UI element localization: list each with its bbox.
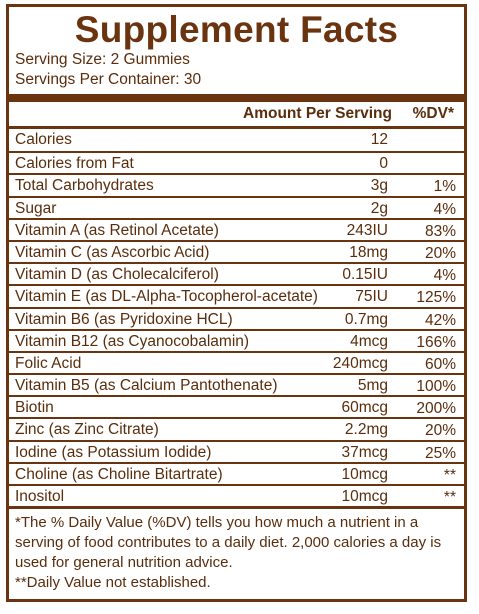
nutrient-name: Vitamin E (as DL-Alpha-Tocopherol-acetat… <box>15 288 318 306</box>
serving-size: Serving Size: 2 Gummies <box>15 51 190 68</box>
nutrient-dv: 4% <box>433 200 456 218</box>
nutrient-row: Inositol 10mcg ** <box>9 484 464 506</box>
nutrient-amount: 10mcg <box>341 465 388 483</box>
nutrient-row: Vitamin C (as Ascorbic Acid) 18mg 20% <box>9 239 464 262</box>
nutrient-row: Vitamin A (as Retinol Acetate) 243IU 83% <box>9 217 464 240</box>
nutrient-row: Iodine (as Potassium Iodide) 37mcg 25% <box>9 439 464 462</box>
nutrient-dv: 166% <box>416 333 456 351</box>
panel-title: Supplement Facts <box>74 9 399 50</box>
nutrient-dv: 4% <box>433 267 456 285</box>
nutrient-row: Vitamin E (as DL-Alpha-Tocopherol-acetat… <box>9 284 464 306</box>
nutrient-amount: 60mcg <box>341 399 388 417</box>
nutrient-row: Zinc (as Zinc Citrate) 2.2mg 20% <box>9 417 464 439</box>
nutrient-name: Inositol <box>15 488 65 505</box>
nutrient-dv: 42% <box>424 311 456 329</box>
nutrient-name: Vitamin B5 (as Calcium Pantothenate) <box>15 377 278 395</box>
nutrient-amount: 0.15IU <box>342 266 388 284</box>
nutrient-name: Folic Acid <box>15 354 82 372</box>
nutrient-amount: 18mg <box>349 243 388 261</box>
nutrient-amount: 0 <box>379 155 388 173</box>
nutrient-dv: 60% <box>424 355 456 373</box>
amount-header: Amount Per Serving <box>243 105 392 122</box>
nutrient-row: Biotin 60mcg 200% <box>9 395 464 417</box>
nutrient-name: Vitamin B6 (as Pyridoxine HCL) <box>15 310 233 328</box>
nutrient-name: Calories from Fat <box>15 155 134 173</box>
thick-divider <box>9 94 464 102</box>
nutrient-name: Iodine (as Potassium Iodide) <box>15 443 212 461</box>
supplement-facts-panel: Supplement Facts Serving Size: 2 Gummies… <box>6 4 467 602</box>
nutrient-row: Vitamin B6 (as Pyridoxine HCL) 0.7mg 42% <box>9 306 464 329</box>
nutrient-name: Vitamin C (as Ascorbic Acid) <box>15 243 210 261</box>
nutrient-dv: ** <box>443 489 456 506</box>
nutrient-name: Total Carbohydrates <box>15 177 154 195</box>
nutrient-row: Vitamin B5 (as Calcium Pantothenate) 5mg 1… <box>9 373 464 395</box>
nutrient-row: Calories 12 <box>9 129 464 151</box>
nutrient-amount: 5mg <box>357 377 388 395</box>
nutrient-row: Sugar 2g 4% <box>9 195 464 218</box>
nutrient-name: Vitamin D (as Cholecalciferol) <box>15 266 219 284</box>
nutrient-amount: 4mcg <box>350 332 388 350</box>
column-header-row: Amount Per Serving %DV* <box>9 102 464 126</box>
nutrient-name: Choline (as Choline Bitartrate) <box>15 465 223 483</box>
nutrient-name: Biotin <box>15 399 54 417</box>
nutrient-amount: 2g <box>370 199 388 217</box>
nutrient-amount: 12 <box>370 131 388 148</box>
nutrient-row: Calories from Fat 0 <box>9 151 464 173</box>
nutrient-dv: 25% <box>424 444 456 462</box>
nutrient-amount: 10mcg <box>341 488 388 505</box>
nutrient-amount: 240mcg <box>332 354 388 372</box>
nutrient-row: Total Carbohydrates 3g 1% <box>9 173 464 195</box>
nutrient-name: Zinc (as Zinc Citrate) <box>15 421 159 439</box>
not-established-footnote: **Daily Value not established. <box>15 574 211 592</box>
nutrient-row: Folic Acid 240mcg 60% <box>9 350 464 373</box>
footnotes: *The % Daily Value (%DV) tells you how m… <box>9 509 464 593</box>
nutrient-dv: 100% <box>416 378 456 396</box>
servings-per-container: Servings Per Container: 30 <box>15 71 202 88</box>
nutrient-dv: 200% <box>416 400 456 418</box>
nutrient-amount: 2.2mg <box>344 421 388 439</box>
nutrient-amount: 3g <box>370 177 388 195</box>
footnote-divider <box>9 506 464 510</box>
nutrient-dv: 20% <box>424 422 456 440</box>
nutrient-table: Calories 12 Calories from Fat 0 Total Carboh… <box>9 129 464 506</box>
nutrient-name: Calories <box>15 131 72 148</box>
nutrient-name: Vitamin B12 (as Cyanocobalamin) <box>15 332 250 350</box>
header-divider <box>9 126 464 129</box>
nutrient-name: Sugar <box>15 199 57 217</box>
nutrient-dv: 83% <box>424 222 456 240</box>
dv-header: %DV* <box>412 105 454 122</box>
nutrient-dv: 1% <box>433 178 456 196</box>
nutrient-row: Vitamin D (as Cholecalciferol) 0.15IU 4% <box>9 262 464 284</box>
nutrient-amount: 0.7mg <box>344 310 388 328</box>
dv-footnote: *The % Daily Value (%DV) tells you how m… <box>15 514 442 572</box>
nutrient-dv: 125% <box>416 289 456 307</box>
nutrient-row: Choline (as Choline Bitartrate) 10mcg ** <box>9 461 464 484</box>
nutrient-name: Vitamin A (as Retinol Acetate) <box>15 221 219 239</box>
nutrient-amount: 37mcg <box>341 443 388 461</box>
nutrient-amount: 243IU <box>346 221 388 239</box>
nutrient-dv: 20% <box>424 244 456 262</box>
nutrient-row: Vitamin B12 (as Cyanocobalamin) 4mcg 166% <box>9 328 464 351</box>
nutrient-dv: ** <box>443 466 456 484</box>
nutrient-amount: 75IU <box>355 288 388 306</box>
